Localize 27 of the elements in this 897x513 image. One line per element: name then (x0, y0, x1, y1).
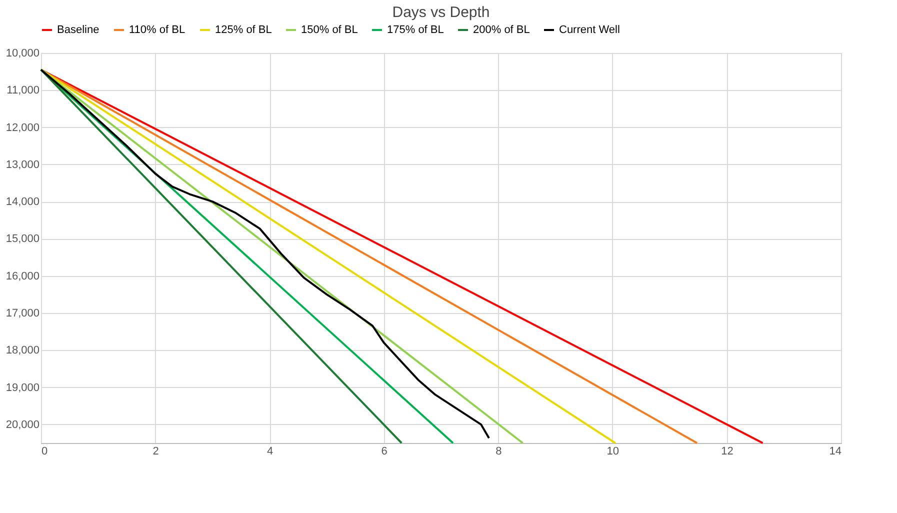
y-tick-label: 11,000 (6, 84, 40, 97)
x-tick-label: 12 (721, 446, 734, 458)
legend-label: 110% of BL (129, 24, 186, 36)
legend-label: 200% of BL (473, 24, 530, 36)
x-tick-label: 14 (829, 446, 842, 458)
y-tick-label: 16,000 (6, 270, 40, 282)
y-tick-label: 15,000 (6, 233, 40, 246)
y-tick-label: 19,000 (6, 382, 40, 394)
y-tick-label: 12,000 (6, 122, 40, 134)
y-tick-label: 10,000 (6, 48, 40, 60)
x-tick-label: 10 (606, 446, 620, 458)
legend-label: Baseline (57, 24, 100, 36)
x-tick-label: 6 (381, 446, 388, 458)
y-tick-label: 17,000 (6, 308, 40, 320)
x-tick-label: 2 (152, 446, 159, 458)
y-tick-label: 13,000 (6, 158, 40, 171)
legend-label: 125% of BL (215, 24, 272, 36)
legend-label: 175% of BL (387, 24, 444, 36)
y-tick-label: 14,000 (6, 196, 40, 208)
x-tick-label: 8 (496, 446, 502, 458)
legend-label: 150% of BL (301, 24, 358, 36)
chart-title: Days vs Depth (392, 4, 490, 21)
legend-label: Current Well (559, 24, 620, 36)
y-tick-label: 20,000 (6, 418, 40, 431)
x-tick-label: 4 (267, 446, 274, 458)
y-tick-label: 18,000 (6, 344, 40, 357)
x-tick-label: 0 (42, 446, 48, 458)
